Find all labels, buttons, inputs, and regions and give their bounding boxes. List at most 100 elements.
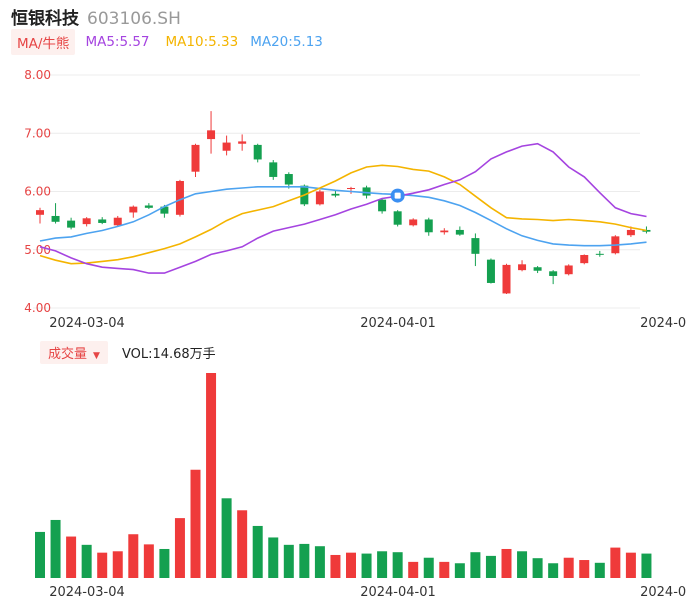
candle-body — [36, 210, 44, 215]
candle-body — [113, 217, 122, 226]
price-tick-label: 6.00 — [24, 185, 51, 199]
volume-bar — [532, 558, 543, 578]
candle-body — [518, 264, 527, 271]
price-date-label: 2024-04-01 — [360, 316, 436, 331]
volume-bar — [641, 553, 652, 578]
candle-body — [471, 238, 480, 254]
volume-bar — [392, 552, 403, 578]
candle-body — [393, 211, 402, 225]
candle-body — [253, 144, 262, 160]
volume-value: VOL:14.68万手 — [121, 346, 216, 362]
volume-bar — [112, 551, 123, 578]
volume-bar — [66, 536, 77, 578]
volume-legend: 成交量 ▼ VOL:14.68万手 — [40, 340, 216, 364]
candle-body — [331, 193, 340, 196]
volume-bar — [50, 519, 61, 578]
stock-name: 恒银科技 — [11, 9, 79, 29]
price-tick-label: 7.00 — [24, 126, 51, 140]
candle-body — [129, 206, 138, 213]
volume-bar — [517, 551, 528, 578]
volume-bar — [361, 553, 372, 578]
volume-bar — [97, 552, 108, 578]
volume-bar — [439, 561, 450, 578]
volume-indicator-button[interactable]: 成交量 ▼ — [40, 340, 108, 364]
candle-body — [315, 191, 324, 205]
volume-bar — [330, 554, 341, 578]
candle-body — [222, 142, 231, 151]
candle-body — [362, 187, 371, 196]
volume-bar — [81, 544, 92, 578]
candle-body — [595, 253, 604, 255]
volume-bar — [143, 544, 154, 578]
candle-body — [238, 141, 247, 144]
ma5-legend: MA5:5.57 — [85, 34, 150, 50]
volume-bar — [190, 469, 201, 578]
candle-body — [549, 271, 558, 276]
volume-bar — [501, 548, 512, 578]
ma10-line — [39, 164, 647, 265]
volume-bar — [283, 544, 294, 578]
candle-body — [642, 229, 651, 232]
volume-bar — [548, 563, 559, 578]
volume-bar — [625, 552, 636, 578]
price-date-label: 2024-03-04 — [49, 316, 125, 331]
volume-bar — [221, 498, 232, 578]
candle-body — [378, 199, 387, 212]
volume-button-label: 成交量 — [48, 346, 88, 362]
volume-bar — [206, 373, 217, 578]
ma20-legend: MA20:5.13 — [250, 34, 323, 50]
candle-body — [626, 229, 635, 236]
volume-date-label: 2024-04-01 — [360, 585, 436, 600]
price-date-label: 2024-04-30 — [640, 316, 686, 331]
volume-bar — [299, 543, 310, 578]
chevron-down-icon: ▼ — [93, 350, 100, 361]
volume-bar — [579, 560, 590, 578]
volume-bar — [314, 546, 325, 578]
candle-body — [409, 219, 418, 226]
candle-body — [533, 267, 542, 271]
volume-date-label: 2024-03-04 — [49, 585, 125, 600]
price-tick-label: 5.00 — [24, 243, 51, 257]
volume-date-label: 2024-04-30 — [640, 585, 686, 600]
candle-body — [564, 265, 573, 275]
candle-body — [98, 219, 107, 223]
candle-body — [455, 229, 464, 235]
candle-body — [502, 264, 511, 294]
candle-body — [486, 259, 495, 283]
candle-body — [269, 162, 278, 177]
candle-body — [67, 220, 76, 228]
ma-legend: MA/牛熊 MA5:5.57 MA10:5.33 MA20:5.13 — [11, 29, 323, 55]
candle-body — [207, 130, 216, 140]
volume-bar — [237, 510, 248, 578]
volume-bar — [470, 552, 481, 578]
ma-indicator-button[interactable]: MA/牛熊 — [11, 29, 76, 55]
candle-body — [144, 205, 153, 208]
volume-bar — [346, 552, 356, 578]
volume-bar — [610, 547, 621, 578]
volume-bar — [174, 518, 185, 578]
volume-bar — [408, 561, 419, 578]
volume-bar — [423, 557, 434, 578]
volume-bar — [159, 548, 170, 578]
stock-code: 603106.SH — [87, 9, 181, 29]
price-tick-label: 8.00 — [24, 68, 51, 82]
candle-body — [440, 230, 449, 233]
ma20-line — [39, 186, 647, 247]
volume-bar — [563, 557, 574, 578]
candle-body — [347, 188, 355, 190]
candle-body — [424, 219, 433, 233]
volume-bar — [252, 525, 263, 578]
ma5-line — [39, 142, 647, 274]
candle-body — [160, 206, 169, 214]
candle-body — [82, 218, 91, 225]
candle-body — [580, 254, 589, 264]
volume-bar — [35, 531, 45, 578]
stock-header: 恒银科技 603106.SH — [11, 4, 181, 29]
volume-bar — [594, 562, 605, 578]
candle-body — [175, 181, 184, 215]
volume-bar — [454, 563, 465, 578]
event-marker-glyph — [394, 192, 401, 199]
volume-bar — [128, 534, 139, 578]
candle-body — [51, 215, 60, 222]
